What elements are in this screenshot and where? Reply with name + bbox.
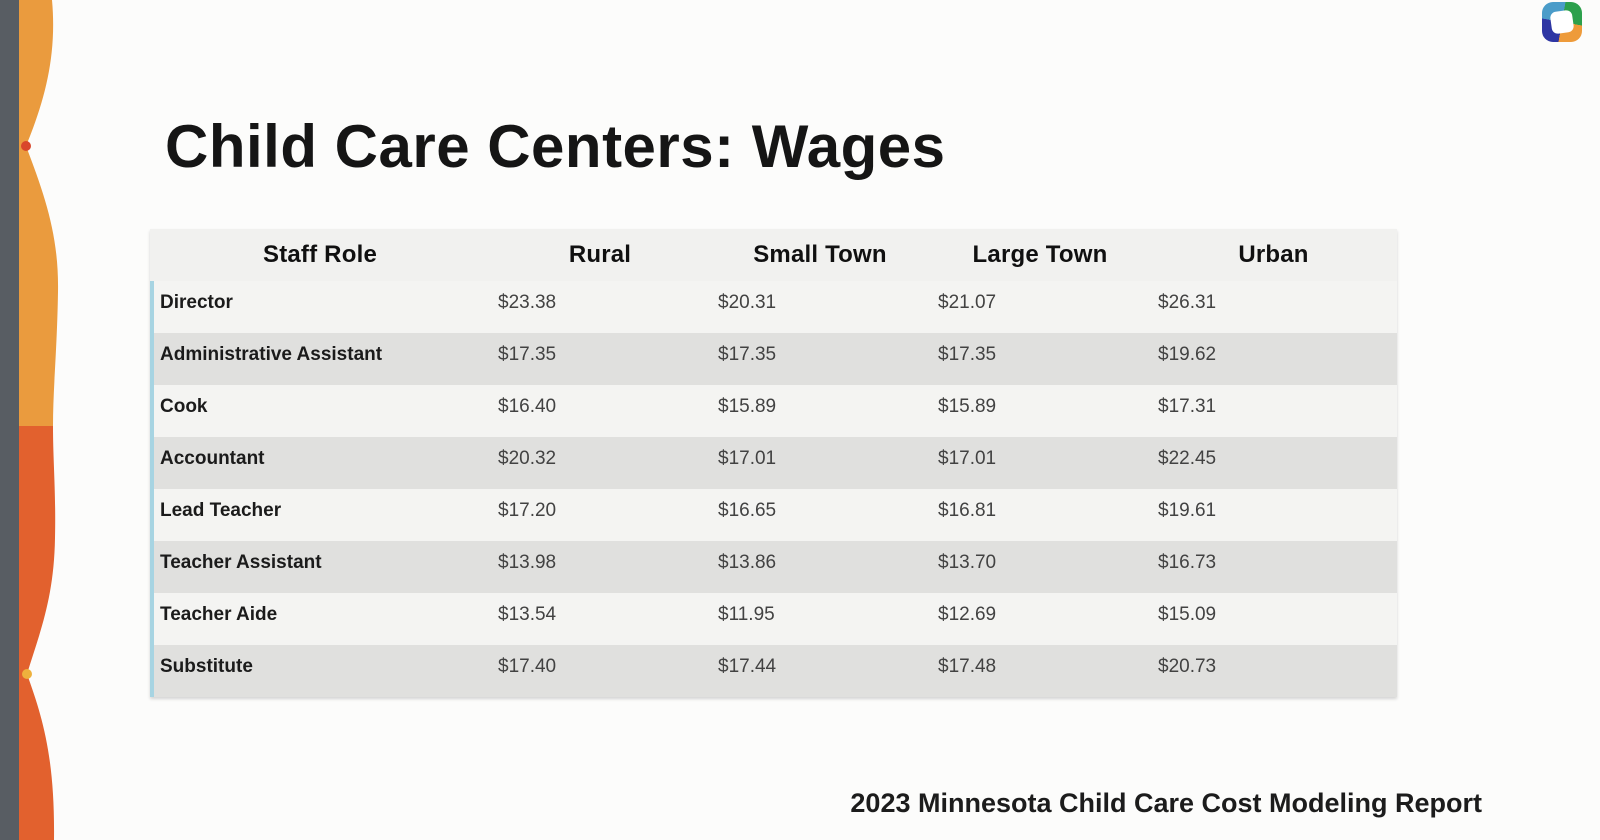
table-row: Cook $16.40 $15.89 $15.89 $17.31 (150, 385, 1397, 437)
table-cell-value: $22.45 (1158, 448, 1217, 469)
table-cell-value: $17.01 (938, 448, 997, 469)
table-cell-role: Teacher Assistant (160, 552, 322, 573)
table-cell-value: $21.07 (938, 292, 997, 313)
table-row: Accountant $20.32 $17.01 $17.01 $22.45 (150, 437, 1397, 489)
table-cell-value: $26.31 (1158, 292, 1217, 313)
table-cell-value: $17.44 (718, 656, 777, 677)
table-row: Teacher Assistant $13.98 $13.86 $13.70 $… (150, 541, 1397, 593)
table-cell-value: $19.62 (1158, 344, 1217, 365)
table-cell-value: $15.09 (1158, 604, 1217, 625)
table-row: Teacher Aide $13.54 $11.95 $12.69 $15.09 (150, 593, 1397, 645)
table-cell-value: $17.35 (498, 344, 557, 365)
page-title: Child Care Centers: Wages (165, 113, 946, 181)
table-cell-value: $23.38 (498, 292, 557, 313)
table-cell-value: $11.95 (718, 604, 775, 625)
table-cell-role: Lead Teacher (160, 500, 282, 521)
source-note: 2023 Minnesota Child Care Cost Modeling … (850, 788, 1482, 818)
table-cell-value: $17.01 (718, 448, 777, 469)
table-cell-value: $16.40 (498, 396, 557, 417)
table-cell-value: $17.40 (498, 656, 557, 677)
left-gray-bar (0, 0, 19, 840)
table-cell-role: Cook (160, 396, 208, 417)
table-cell-value: $16.65 (718, 500, 777, 521)
table-header-row: Staff Role Rural Small Town Large Town U… (150, 229, 1397, 281)
table-cell-value: $20.32 (498, 448, 557, 469)
table-row: Lead Teacher $17.20 $16.65 $16.81 $19.61 (150, 489, 1397, 541)
table-cell-value: $13.70 (938, 552, 997, 573)
table-cell-value: $13.98 (498, 552, 557, 573)
left-wave-decoration (19, 0, 59, 840)
table-cell-value: $15.89 (938, 396, 997, 417)
column-header-large-town: Large Town (972, 241, 1108, 268)
column-header-rural: Rural (568, 241, 632, 268)
table-cell-value: $12.69 (938, 604, 997, 625)
table-cell-value: $19.61 (1158, 500, 1217, 521)
table-cell-role: Teacher Aide (160, 604, 278, 625)
app-logo-center (1549, 9, 1575, 35)
table-cell-value: $17.35 (938, 344, 997, 365)
table-cell-value: $16.73 (1158, 552, 1217, 573)
table-left-accent (150, 281, 154, 697)
table-cell-role: Director (160, 292, 233, 313)
table-cell-value: $17.20 (498, 500, 557, 521)
table-cell-value: $20.73 (1158, 656, 1217, 677)
column-header-staff-role: Staff Role (262, 241, 377, 268)
table-cell-role: Substitute (160, 656, 253, 677)
table-row: Substitute $17.40 $17.44 $17.48 $20.73 (150, 645, 1397, 697)
wage-table: Staff Role Rural Small Town Large Town U… (150, 229, 1397, 697)
table-row: Director $23.38 $20.31 $21.07 $26.31 (150, 281, 1397, 333)
table-cell-role: Accountant (160, 448, 265, 469)
column-header-urban: Urban (1238, 241, 1309, 268)
table-cell-value: $20.31 (718, 292, 777, 313)
table-cell-value: $17.35 (718, 344, 777, 365)
table-cell-value: $15.89 (718, 396, 777, 417)
table-cell-value: $17.48 (938, 656, 997, 677)
app-logo-icon (1542, 2, 1582, 42)
column-header-small-town: Small Town (753, 241, 887, 268)
table-cell-value: $13.54 (498, 604, 557, 625)
table-cell-value: $16.81 (938, 500, 997, 521)
table-row: Administrative Assistant $17.35 $17.35 $… (150, 333, 1397, 385)
table-cell-value: $13.86 (718, 552, 777, 573)
table-cell-value: $17.31 (1158, 396, 1217, 417)
table-cell-role: Administrative Assistant (160, 344, 383, 365)
